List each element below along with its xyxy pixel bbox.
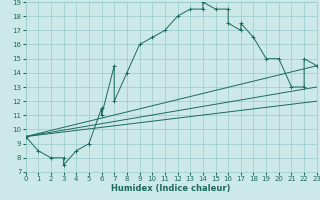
X-axis label: Humidex (Indice chaleur): Humidex (Indice chaleur) [111, 184, 231, 193]
